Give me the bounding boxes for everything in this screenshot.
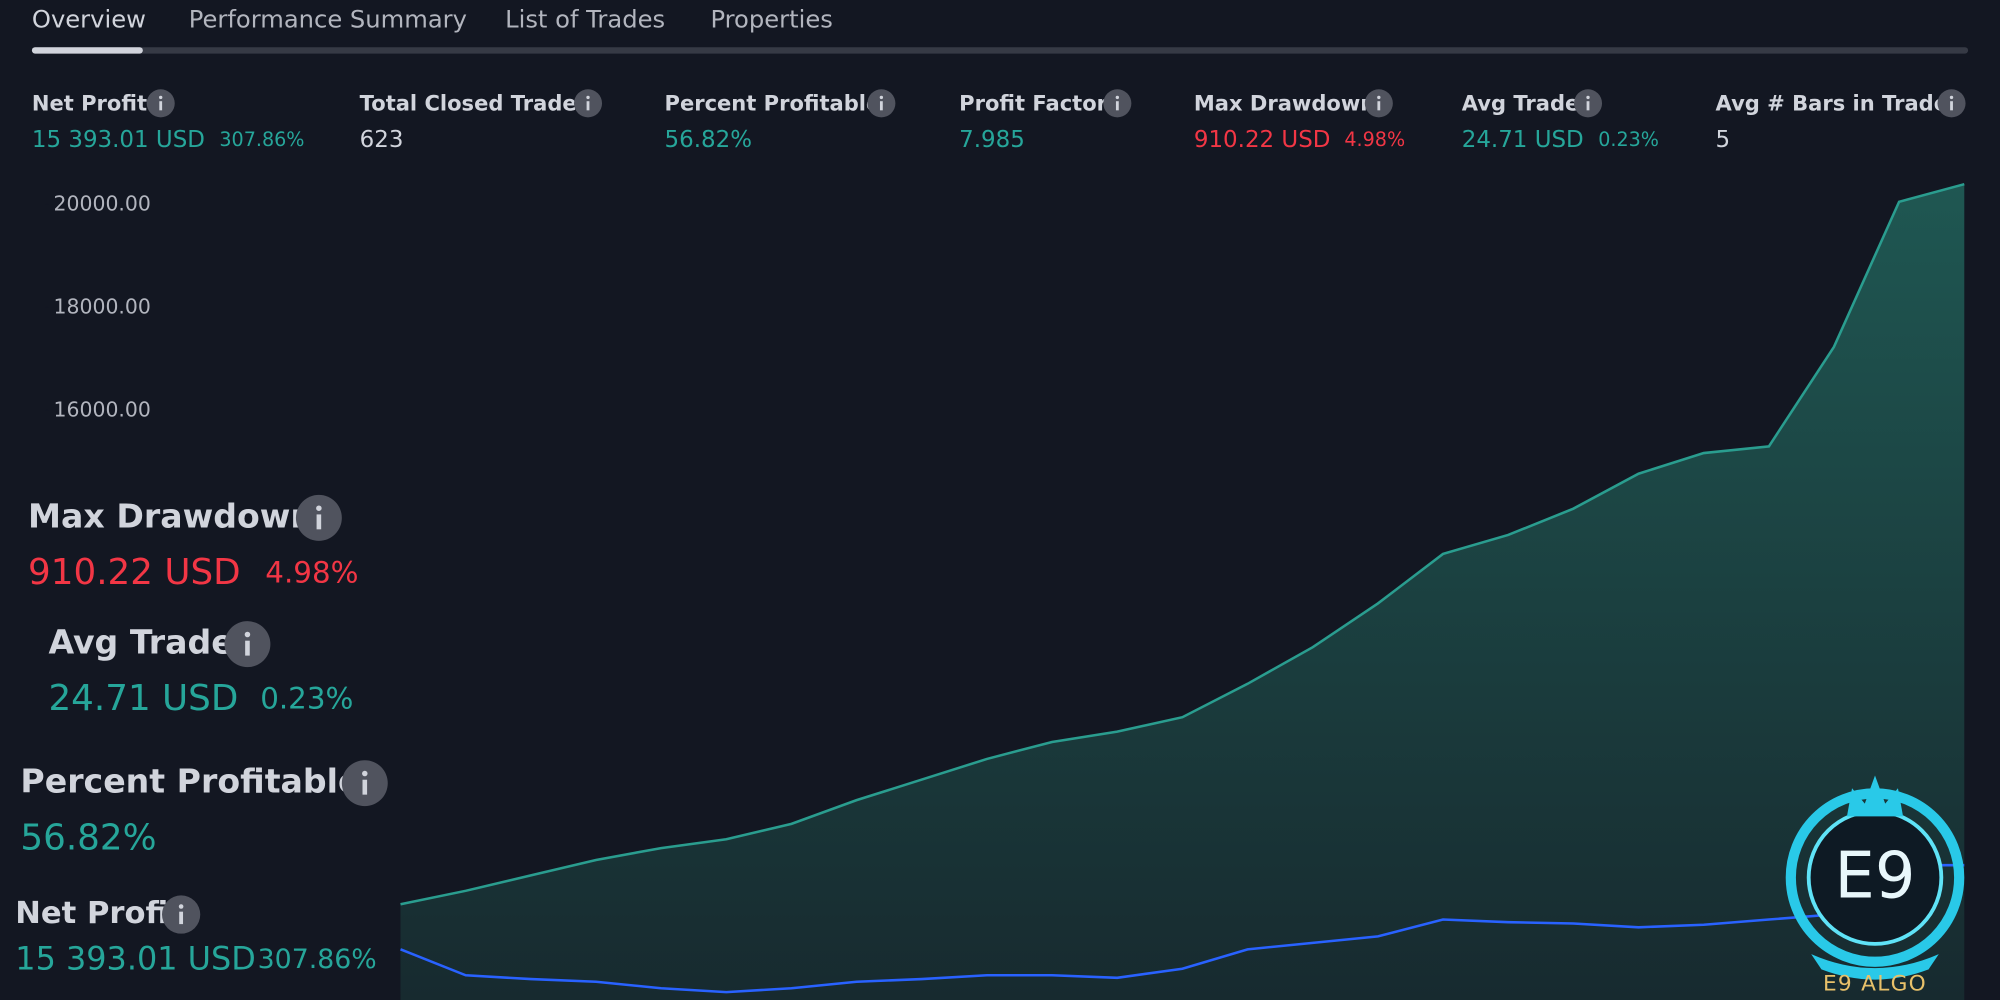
info-icon-stem (179, 911, 184, 925)
tab[interactable]: Properties (710, 5, 832, 33)
stat-label: Avg # Bars in Trades (1716, 91, 1961, 116)
info-icon-dot (1586, 95, 1590, 100)
stat-value: 15 393.01 USD (32, 127, 205, 153)
overlay-value: 910.22 USD (28, 552, 241, 593)
info-icon-stem (1586, 101, 1590, 111)
drawdown-line (400, 863, 1965, 994)
logo-base (1811, 954, 1939, 980)
tab-active-indicator (31, 47, 143, 54)
overlay-percent: 307.86% (258, 944, 377, 975)
logo-mark: E9 (1835, 840, 1916, 914)
logo-name: E9 ALGO (1823, 972, 1927, 997)
stat-label: Total Closed Trades (360, 91, 589, 116)
equity-area (400, 184, 1965, 1000)
tab[interactable]: List of Trades (505, 5, 665, 33)
stat-label: Percent Profitable (665, 91, 881, 116)
info-icon-dot (244, 631, 251, 638)
tab-track (31, 47, 1969, 54)
y-tick-label: 20000.00 (54, 191, 151, 215)
stat-value: 5 (1716, 127, 1731, 153)
stat-percent: 307.86% (219, 128, 304, 151)
info-icon-stem (316, 514, 322, 530)
logo: E9 E9 ALGO (1785, 775, 1965, 997)
info-icon-dot (1949, 95, 1954, 100)
stat-label: Net Profit (32, 91, 147, 116)
info-icon-stem (159, 101, 163, 111)
stat-label: Avg Trade (1462, 91, 1580, 116)
info-icon-stem (586, 101, 590, 111)
overlay-value: 24.71 USD (48, 678, 238, 719)
overlay-percent: 0.23% (260, 682, 353, 716)
stat-value: 7.985 (959, 127, 1025, 153)
overlay-label: Percent Profitable (20, 762, 360, 801)
equity-chart: 16000.00 18000.00 20000.00 (45, 182, 1965, 1000)
overlay-label: Avg Trade (48, 623, 233, 662)
info-icon-stem (245, 640, 250, 656)
stat-label: Max Drawdown (1194, 91, 1375, 116)
stat-value: 623 (360, 127, 404, 153)
info-icon-stem (1115, 101, 1119, 111)
info-icon-dot (879, 95, 884, 100)
info-icon-dot (362, 770, 368, 777)
stat-percent: 4.98% (1344, 128, 1405, 151)
info-icon-dot (159, 95, 163, 100)
overlay-value: 56.82% (20, 817, 156, 858)
info-icon-stem (1950, 101, 1953, 111)
info-icon-dot (316, 505, 322, 511)
overlay-label: Net Profit (15, 896, 183, 931)
ui-layer: Overview Performance Summary List of Trade… (15, 5, 1966, 997)
y-tick-label: 18000.00 (54, 294, 151, 318)
info-icon-dot (1115, 95, 1120, 100)
logo-crown (1846, 775, 1904, 817)
overlay-label: Max Drawdown (28, 496, 314, 535)
info-icon-dot (586, 95, 590, 100)
info-icon-stem (879, 101, 883, 111)
equity-line (400, 182, 1965, 906)
stat-value: 910.22 USD (1194, 127, 1331, 153)
tab[interactable]: Performance Summary (189, 5, 467, 33)
stat-percent: 0.23% (1598, 128, 1659, 151)
y-tick-label: 16000.00 (54, 397, 151, 421)
info-icon-stem (1377, 101, 1381, 111)
stat-label: Profit Factor (959, 91, 1107, 116)
info-icon-stem (362, 779, 368, 795)
stat-value: 24.71 USD (1462, 127, 1584, 153)
tab[interactable]: Overview (32, 5, 146, 33)
overlay-value: 15 393.01 USD (15, 939, 255, 977)
info-icon-dot (1377, 95, 1381, 100)
overlay-percent: 4.98% (265, 555, 358, 589)
stat-value: 56.82% (665, 127, 752, 153)
info-icon-dot (178, 904, 184, 909)
